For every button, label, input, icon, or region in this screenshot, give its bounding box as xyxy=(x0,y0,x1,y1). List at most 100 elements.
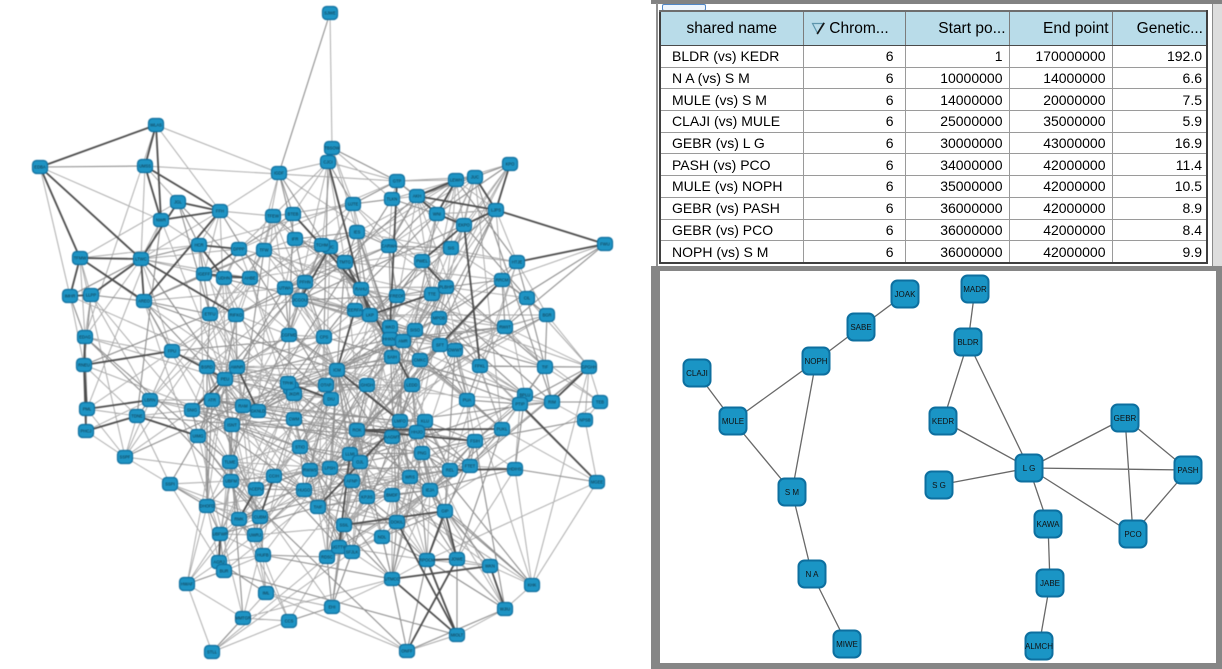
svg-text:OJL: OJL xyxy=(356,460,364,465)
svg-text:STLL: STLL xyxy=(207,650,218,655)
svg-text:PNG: PNG xyxy=(417,451,426,456)
svg-text:HDIHS: HDIHS xyxy=(508,467,521,472)
svg-text:RDSC: RDSC xyxy=(321,555,333,560)
svg-text:PASH: PASH xyxy=(1177,466,1198,475)
svg-text:UTMCC: UTMCC xyxy=(384,577,399,582)
svg-text:GIP: GIP xyxy=(441,509,448,514)
svg-text:AKH: AKH xyxy=(413,194,422,199)
svg-text:BUR: BUR xyxy=(220,569,229,574)
svg-text:DOKIL: DOKIL xyxy=(391,520,404,525)
svg-text:IMHR: IMHR xyxy=(65,294,76,299)
svg-text:AFNP: AFNP xyxy=(346,479,357,484)
svg-text:HUFB: HUFB xyxy=(257,553,269,558)
svg-text:FPU: FPU xyxy=(168,349,176,354)
svg-text:AMR: AMR xyxy=(398,339,407,344)
svg-text:EERFA: EERFA xyxy=(348,308,362,313)
svg-text:PML: PML xyxy=(83,407,92,412)
svg-text:MADR: MADR xyxy=(963,285,987,294)
svg-text:SFJLK: SFJLK xyxy=(346,550,359,555)
svg-text:GTP: GTP xyxy=(393,179,402,184)
svg-text:GKNLD: GKNLD xyxy=(251,409,265,414)
svg-text:PLBHP: PLBHP xyxy=(439,285,453,290)
svg-text:KLU: KLU xyxy=(421,419,429,424)
svg-text:UBFWP: UBFWP xyxy=(212,532,227,537)
svg-text:UDHN: UDHN xyxy=(218,276,230,281)
svg-text:AWNR: AWNR xyxy=(231,365,244,370)
svg-text:SIS: SIS xyxy=(448,246,455,251)
svg-text:PEU: PEU xyxy=(221,377,230,382)
svg-text:CWM: CWM xyxy=(289,417,300,422)
svg-text:UWRJ: UWRJ xyxy=(249,533,261,538)
svg-text:ICM: ICM xyxy=(333,368,341,373)
svg-text:HCR: HCR xyxy=(194,243,203,248)
svg-text:RIFKO: RIFKO xyxy=(230,313,244,318)
svg-text:NPSB: NPSB xyxy=(579,418,591,423)
svg-text:AAGMT: AAGMT xyxy=(385,435,400,440)
svg-text:ROK: ROK xyxy=(352,428,361,433)
svg-text:CARWA: CARWA xyxy=(381,244,397,249)
svg-text:WKN: WKN xyxy=(485,564,495,569)
svg-text:EDBA: EDBA xyxy=(34,165,46,170)
svg-text:ACEPU: ACEPU xyxy=(249,487,263,492)
svg-text:ONFF: ONFF xyxy=(401,649,413,654)
svg-text:CCS: CCS xyxy=(285,619,294,624)
svg-text:FWU: FWU xyxy=(600,242,610,247)
svg-text:RAHU: RAHU xyxy=(355,287,367,292)
svg-text:DHOFD: DHOFD xyxy=(200,504,215,509)
svg-text:STIO: STIO xyxy=(295,445,306,450)
svg-text:IES: IES xyxy=(354,230,361,235)
svg-text:RWWS: RWWS xyxy=(303,468,317,473)
svg-text:ATR: ATR xyxy=(208,398,216,403)
svg-text:KPJIS: KPJIS xyxy=(361,495,373,500)
svg-text:PTIP: PTIP xyxy=(515,402,525,407)
svg-text:TAIF: TAIF xyxy=(314,505,323,510)
svg-text:REL: REL xyxy=(446,468,455,473)
svg-text:RNEU: RNEU xyxy=(78,363,90,368)
svg-text:HHKNL: HHKNL xyxy=(383,337,398,342)
svg-text:CJCI: CJCI xyxy=(323,160,332,165)
svg-text:SSPF: SSPF xyxy=(120,455,131,460)
svg-text:KAWA: KAWA xyxy=(1037,520,1061,529)
svg-text:JOAK: JOAK xyxy=(895,290,917,299)
svg-text:GPGHH: GPGHH xyxy=(581,365,596,370)
svg-text:UTWA: UTWA xyxy=(279,286,291,291)
svg-text:CIL: CIL xyxy=(524,296,531,301)
svg-text:NOPH: NOPH xyxy=(804,357,827,366)
svg-text:LLPP: LLPP xyxy=(86,293,96,298)
svg-text:SABE: SABE xyxy=(850,323,871,332)
svg-text:N A: N A xyxy=(806,570,820,579)
svg-text:LMFO: LMFO xyxy=(394,419,406,424)
svg-text:BSRD: BSRD xyxy=(201,365,213,370)
svg-text:IGDF: IGDF xyxy=(274,171,284,176)
svg-text:SISO: SISO xyxy=(410,328,421,333)
svg-text:KPO: KPO xyxy=(506,162,516,167)
svg-text:JOWE: JOWE xyxy=(451,557,463,562)
svg-text:MIWE: MIWE xyxy=(836,640,858,649)
svg-text:LKP: LKP xyxy=(366,313,374,318)
svg-text:UIMG: UIMG xyxy=(193,434,204,439)
svg-text:TEB: TEB xyxy=(596,400,604,405)
svg-text:AREO: AREO xyxy=(138,299,151,304)
svg-text:RRCM: RRCM xyxy=(496,278,509,283)
svg-text:GEBR: GEBR xyxy=(1114,414,1137,423)
svg-text:FTET: FTET xyxy=(465,464,476,469)
svg-text:HHJO: HHJO xyxy=(411,430,423,435)
svg-text:DIU: DIU xyxy=(327,397,334,402)
svg-text:HTJE: HTJE xyxy=(512,260,523,265)
svg-text:WKD: WKD xyxy=(385,325,395,330)
svg-text:LTWC: LTWC xyxy=(135,257,147,262)
svg-text:UBFM: UBFM xyxy=(225,479,237,484)
svg-text:SNIG: SNIG xyxy=(187,408,197,413)
svg-text:WLAS: WLAS xyxy=(150,123,162,128)
svg-text:HWAF: HWAF xyxy=(181,582,194,587)
svg-text:NWR: NWR xyxy=(156,218,166,223)
svg-text:LBRN: LBRN xyxy=(144,398,155,403)
svg-text:CCIH: CCIH xyxy=(269,474,279,479)
svg-text:FREOF: FREOF xyxy=(390,294,405,299)
svg-text:RWIIT: RWIIT xyxy=(499,325,511,330)
svg-text:IFR: IFR xyxy=(292,237,299,242)
svg-text:SJWE: SJWE xyxy=(324,11,336,16)
svg-text:WRS: WRS xyxy=(405,475,415,480)
svg-text:SAIH: SAIH xyxy=(387,355,397,360)
svg-text:TBSOW: TBSOW xyxy=(324,146,339,151)
